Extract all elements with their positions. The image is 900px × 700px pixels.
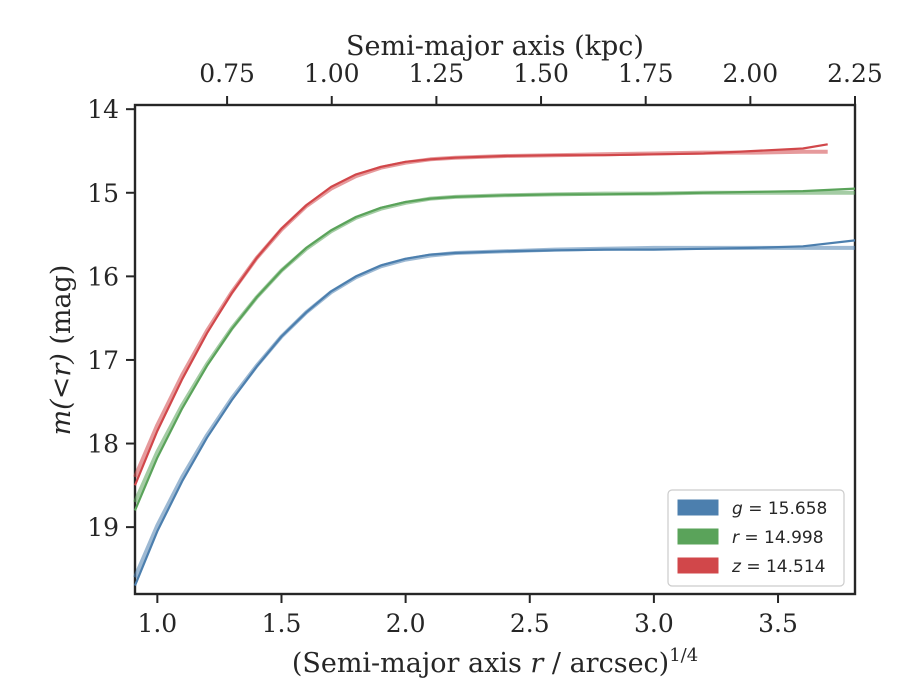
legend-label-z: z = 14.514: [731, 557, 825, 577]
legend-band-r: r: [732, 528, 740, 548]
legend-swatch-r: [677, 528, 719, 545]
legend-total-r: = 14.998: [739, 528, 824, 548]
top-x-tick-label: 1.75: [618, 59, 674, 88]
top-x-tick-label: 0.75: [199, 59, 255, 88]
legend-total-g: = 15.658: [743, 499, 828, 519]
x-tick-label: 1.5: [262, 609, 302, 638]
x-tick-label: 2.0: [386, 609, 426, 638]
series-z-line: [133, 143, 828, 486]
top-x-tick-label: 2.25: [827, 59, 883, 88]
top-x-tick-label: 1.00: [304, 59, 360, 88]
y-tick-label: 14: [87, 95, 119, 124]
x-axis-title-variable: r: [530, 648, 545, 679]
series-r-model-line: [133, 190, 855, 503]
y-tick-label: 18: [87, 430, 119, 459]
x-axis-title-exponent: 1/4: [669, 645, 698, 666]
x-tick-label: 3.5: [758, 609, 798, 638]
legend-swatch-z: [677, 557, 719, 574]
legend-band-g: g: [732, 499, 743, 519]
legend-band-z: z: [731, 557, 742, 577]
left-y-axis: 14 15 16 17 18 19: [87, 95, 135, 542]
legend-label-g: g = 15.658: [732, 499, 827, 519]
series-z-model-line: [133, 149, 828, 478]
top-x-tick-label: 1.50: [513, 59, 569, 88]
x-tick-label: 2.5: [510, 609, 550, 638]
series-r-line: [133, 187, 856, 511]
y-tick-label: 15: [87, 179, 119, 208]
y-axis-title-math: m(<r): [46, 353, 77, 435]
legend-label-r: r = 14.998: [732, 528, 824, 548]
x-axis-title-suffix: / arcsec): [543, 648, 669, 679]
series-g-line: [133, 239, 856, 587]
series-layer: [133, 143, 856, 587]
y-axis-title: m(<r) (mag): [46, 265, 77, 436]
bottom-x-axis: 1.0 1.5 2.0 2.5 3.0 3.5: [137, 594, 798, 638]
y-tick-label: 19: [87, 513, 119, 542]
top-x-axis: 0.75 1.00 1.25 1.50 1.75 2.00 2.25: [199, 59, 883, 105]
legend-swatch-g: [677, 499, 719, 516]
x-tick-label: 1.0: [137, 609, 177, 638]
legend-total-z: = 14.514: [741, 557, 826, 577]
bottom-x-axis-title: (Semi-major axis r / arcsec)1/4: [292, 645, 698, 679]
y-axis-title-unit: (mag): [46, 265, 77, 354]
y-tick-label: 17: [87, 346, 119, 375]
top-x-axis-title: Semi-major axis (kpc): [346, 31, 644, 62]
y-tick-label: 16: [87, 262, 119, 291]
x-tick-label: 3.0: [634, 609, 674, 638]
top-x-tick-label: 2.00: [723, 59, 779, 88]
plot-area: [133, 103, 857, 596]
x-axis-title-prefix: (Semi-major axis: [292, 648, 531, 679]
top-x-tick-label: 1.25: [409, 59, 465, 88]
